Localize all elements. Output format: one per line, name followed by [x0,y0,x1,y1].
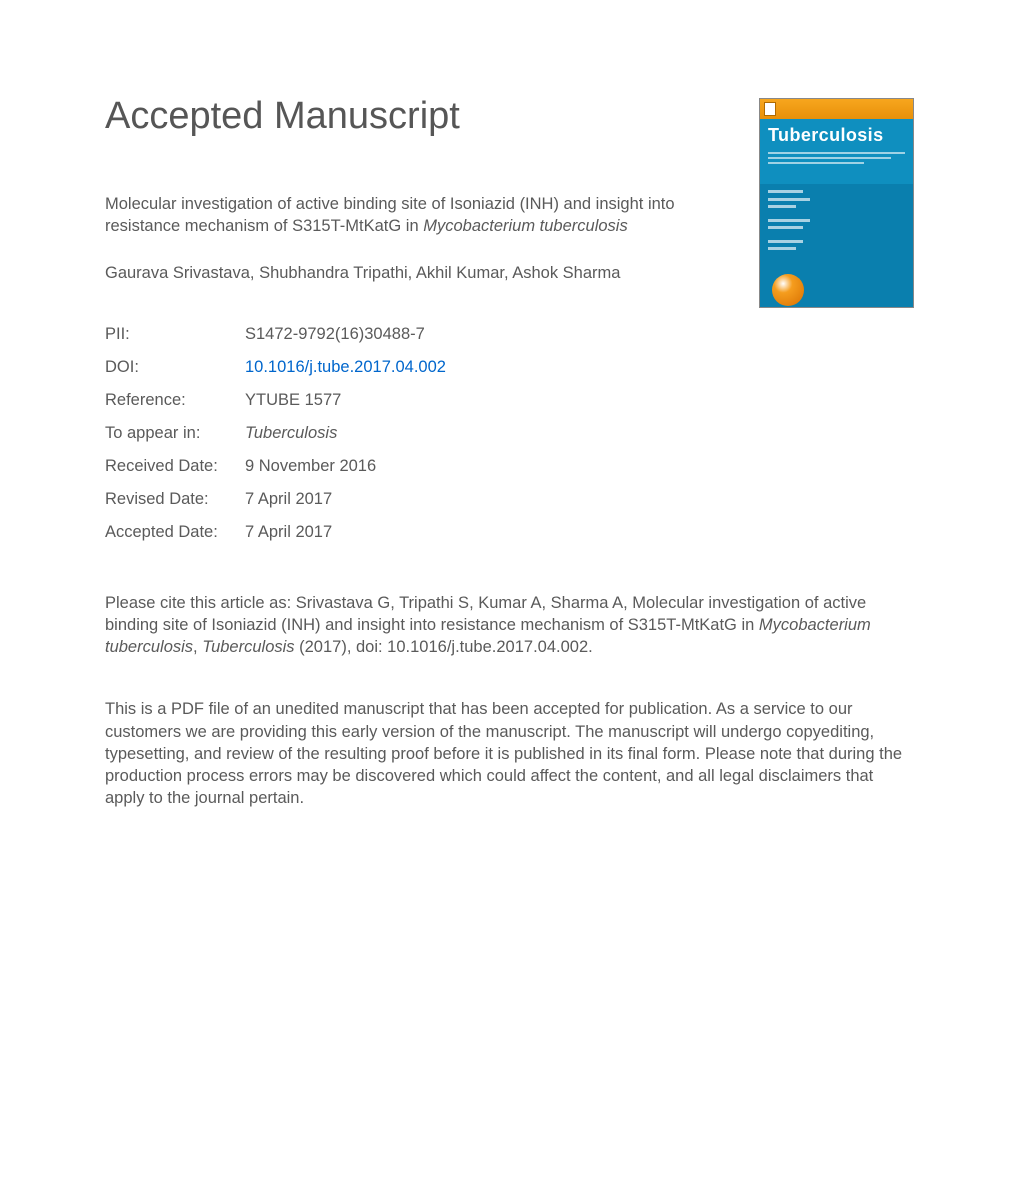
accepted-label: Accepted Date: [105,523,245,542]
citation-suffix: (2017), doi: 10.1016/j.tube.2017.04.002. [295,638,593,656]
citation-journal: Tuberculosis [202,638,294,656]
cover-graphic-icon [772,274,804,306]
meta-row-revised: Revised Date: 7 April 2017 [105,490,915,509]
meta-row-reference: Reference: YTUBE 1577 [105,391,915,410]
cover-publisher-band [760,99,913,119]
cover-journal-title: Tuberculosis [760,119,913,150]
pii-value: S1472-9792(16)30488-7 [245,325,425,344]
citation-note: Please cite this article as: Srivastava … [105,592,915,659]
article-title-species: Mycobacterium tuberculosis [423,217,628,235]
publisher-logo-icon [764,102,776,116]
doi-label: DOI: [105,358,245,377]
author-list: Gaurava Srivastava, Shubhandra Tripathi,… [105,264,745,283]
citation-mid: , [193,638,202,656]
revised-value: 7 April 2017 [245,490,332,509]
meta-row-pii: PII: S1472-9792(16)30488-7 [105,325,915,344]
disclaimer-text: This is a PDF file of an unedited manusc… [105,698,915,809]
meta-row-received: Received Date: 9 November 2016 [105,457,915,476]
cover-subtitle-band [760,150,913,184]
cover-subtitle-line [768,157,891,159]
meta-row-doi: DOI: 10.1016/j.tube.2017.04.002 [105,358,915,377]
cover-editor-block [768,240,905,255]
doi-link[interactable]: 10.1016/j.tube.2017.04.002 [245,358,446,377]
cover-editor-block [768,190,905,213]
citation-prefix: Please cite this article as: Srivastava … [105,594,866,634]
cover-editor-block [768,219,905,234]
cover-body [760,184,913,308]
appear-value: Tuberculosis [245,424,337,443]
received-label: Received Date: [105,457,245,476]
pii-label: PII: [105,325,245,344]
journal-cover: Tuberculosis [759,98,914,308]
cover-subtitle-line [768,152,905,154]
revised-label: Revised Date: [105,490,245,509]
reference-label: Reference: [105,391,245,410]
accepted-value: 7 April 2017 [245,523,332,542]
appear-label: To appear in: [105,424,245,443]
cover-subtitle-line [768,162,864,164]
meta-row-accepted: Accepted Date: 7 April 2017 [105,523,915,542]
metadata-block: PII: S1472-9792(16)30488-7 DOI: 10.1016/… [105,325,915,542]
received-value: 9 November 2016 [245,457,376,476]
article-title: Molecular investigation of active bindin… [105,193,745,238]
meta-row-appear: To appear in: Tuberculosis [105,424,915,443]
reference-value: YTUBE 1577 [245,391,341,410]
